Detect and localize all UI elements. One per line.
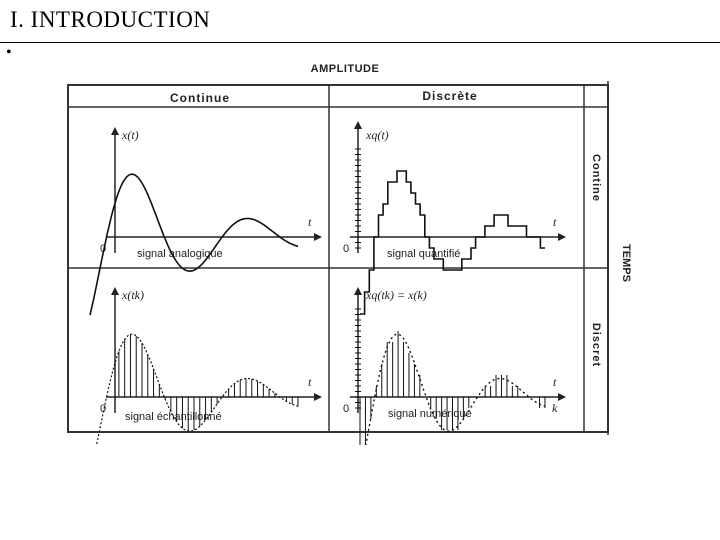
panel-tr-y-arrow — [354, 121, 362, 129]
time-axis-label: TEMPS — [620, 244, 632, 282]
bullet-point: • — [6, 44, 12, 61]
panel-br-x-arrow — [558, 393, 566, 401]
quantization-level-ticks — [355, 148, 361, 249]
panel-bl-t-label: t — [308, 375, 312, 389]
panel-tl-y-label: x(t) — [121, 128, 139, 142]
panel-br-t-label: t — [553, 375, 557, 389]
panel-digital-signal: xq(tk) = x(k) t k 0 signal numérique — [343, 287, 566, 445]
digital-signal-envelope — [365, 333, 546, 445]
panel-quantized-signal: xq(t) t 0 signal quantifié — [343, 121, 566, 315]
signal-classification-figure: AMPLITUDE Continue Discrète Contine Disc… — [60, 55, 650, 445]
panel-sampled-signal: x(tk) t 0 signal échantillonné — [95, 287, 322, 445]
panel-tr-origin: 0 — [343, 243, 349, 255]
panel-tr-caption: signal quantifié — [387, 248, 460, 260]
column-header-continuous: Continue — [170, 91, 230, 105]
panel-bl-x-arrow — [314, 393, 322, 401]
sample-lines — [118, 334, 299, 432]
title-divider — [0, 42, 720, 43]
panel-tl-x-arrow — [314, 233, 322, 241]
digital-sample-lines — [359, 331, 546, 445]
column-header-discrete: Discrète — [422, 89, 477, 103]
panel-br-y-arrow — [354, 287, 362, 295]
amplitude-header: AMPLITUDE — [311, 63, 380, 75]
panel-bl-y-arrow — [111, 287, 119, 295]
panel-tl-origin: 0 — [100, 243, 106, 255]
quantized-signal-curve — [360, 170, 545, 315]
panel-tr-t-label: t — [553, 215, 557, 229]
sampled-signal-envelope — [95, 333, 299, 445]
row-header-continuous: Contine — [590, 154, 602, 202]
panel-bl-origin: 0 — [100, 403, 106, 415]
panel-br-y-label: xq(tk) = x(k) — [365, 288, 427, 302]
panel-br-k-label: k — [552, 401, 558, 415]
panel-tl-caption: signal analogique — [137, 248, 223, 260]
panel-tl-t-label: t — [308, 215, 312, 229]
panel-tr-x-arrow — [558, 233, 566, 241]
panel-bl-y-label: x(tk) — [121, 288, 144, 302]
panel-tr-y-label: xq(t) — [365, 128, 389, 142]
digital-level-ticks — [355, 308, 361, 409]
panel-analog-signal: x(t) t 0 signal analogique — [89, 127, 322, 316]
row-header-discrete: Discret — [590, 323, 602, 367]
slide-title: I. INTRODUCTION — [10, 7, 211, 32]
panel-br-origin: 0 — [343, 403, 349, 415]
panel-br-caption: signal numérique — [388, 408, 472, 420]
analog-signal-curve — [89, 173, 299, 316]
panel-tl-y-arrow — [111, 127, 119, 135]
